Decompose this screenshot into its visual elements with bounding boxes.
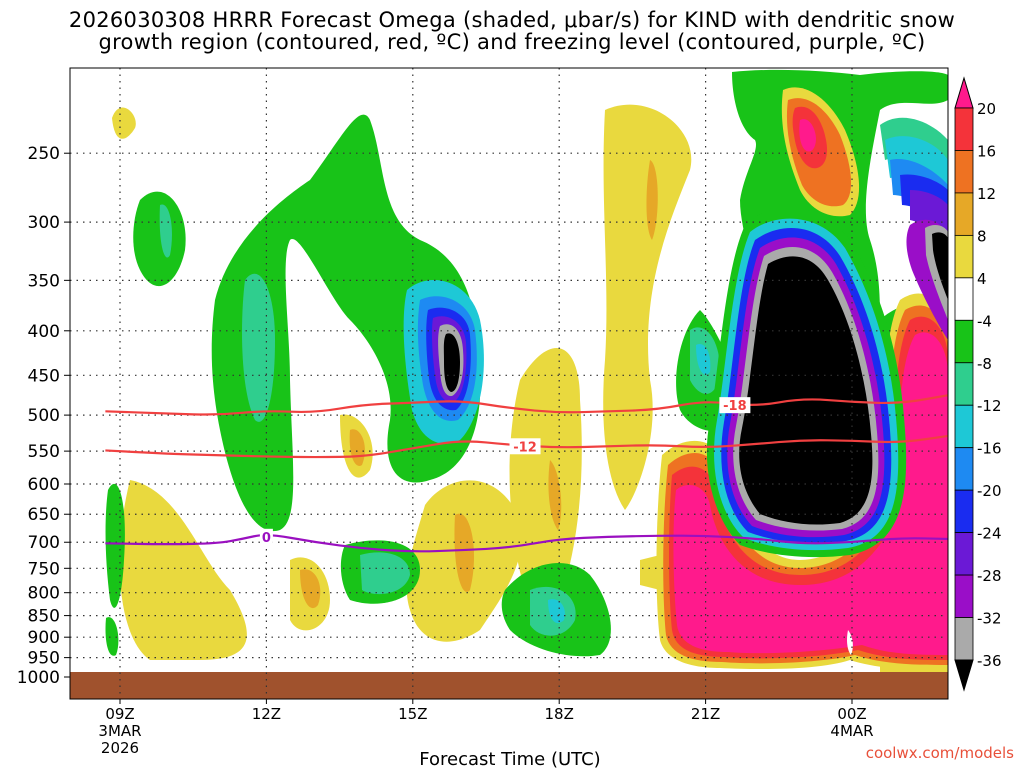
y-tick-label: 700 bbox=[28, 533, 60, 553]
colorbar-segment bbox=[954, 107, 974, 151]
colorbar-label: -36 bbox=[977, 652, 1002, 670]
x-tick-label: 15Z bbox=[398, 705, 427, 723]
x-axis-label: Forecast Time (UTC) bbox=[419, 749, 600, 768]
y-tick-label: 600 bbox=[28, 475, 60, 495]
y-tick-label: 950 bbox=[28, 649, 60, 669]
x-tick-label: 00Z bbox=[837, 705, 866, 723]
y-tick-label: 850 bbox=[28, 607, 60, 627]
colorbar-segment bbox=[954, 574, 974, 618]
colorbar-segment bbox=[954, 532, 974, 576]
y-tick-label: 1000 bbox=[17, 668, 60, 688]
colorbar-segment bbox=[954, 489, 974, 534]
contour-line bbox=[105, 394, 948, 416]
contour-label-bg bbox=[509, 438, 541, 455]
chart-title-line-2: growth region (contoured, red, ºC) and f… bbox=[98, 30, 926, 54]
ground-surface bbox=[70, 672, 948, 699]
colorbar-label: 20 bbox=[977, 100, 996, 118]
y-tick-label: 900 bbox=[28, 628, 60, 648]
x-tick-label: 12Z bbox=[252, 705, 281, 723]
colorbar-segment bbox=[954, 404, 974, 449]
colorbar-label: -24 bbox=[977, 525, 1002, 543]
colorbar-segment bbox=[954, 617, 974, 661]
y-tick-label: 400 bbox=[28, 322, 60, 342]
colorbar-label: -12 bbox=[977, 397, 1002, 415]
x-tick-label: 18Z bbox=[545, 705, 574, 723]
x-tick-label: 3MAR bbox=[98, 722, 141, 740]
colorbar-segment bbox=[954, 362, 974, 406]
colorbar-label: 12 bbox=[977, 185, 996, 203]
colorbar-label: -28 bbox=[977, 567, 1002, 585]
colorbar-segment bbox=[954, 192, 974, 236]
colorbar-segment bbox=[954, 319, 974, 364]
colorbar-cap-bottom bbox=[954, 659, 974, 692]
y-tick-label: 550 bbox=[28, 442, 60, 462]
y-axis: 2503003504004505005506006507007508008509… bbox=[17, 144, 70, 688]
contour-line bbox=[105, 534, 948, 553]
omega-negative-core bbox=[706, 207, 948, 558]
x-tick-label: 21Z bbox=[691, 705, 720, 723]
colorbar-label: -20 bbox=[977, 482, 1002, 500]
y-tick-label: 750 bbox=[28, 559, 60, 579]
colorbar-label: -32 bbox=[977, 610, 1002, 628]
colorbar-label: 8 bbox=[977, 227, 987, 245]
plot-frame bbox=[69, 67, 949, 700]
gridlines bbox=[70, 68, 948, 699]
credit-link[interactable]: coolwx.com/models bbox=[865, 744, 1014, 762]
x-tick-label: 09Z bbox=[105, 705, 134, 723]
y-tick-label: 450 bbox=[28, 366, 60, 386]
colorbar-label: -16 bbox=[977, 440, 1002, 458]
y-tick-label: 500 bbox=[28, 406, 60, 426]
omega-negative-36 bbox=[443, 333, 460, 392]
omega-positive-strong bbox=[656, 293, 948, 670]
contour-label: -18 bbox=[723, 399, 747, 414]
colorbar-label: -8 bbox=[977, 355, 992, 373]
x-tick-label: 4MAR bbox=[830, 722, 873, 740]
contour-label-bg bbox=[259, 528, 273, 545]
omega-shading bbox=[70, 69, 948, 699]
contour-label: 0 bbox=[262, 531, 271, 546]
y-tick-label: 650 bbox=[28, 505, 60, 525]
y-tick-label: 800 bbox=[28, 584, 60, 604]
colorbar-label: -4 bbox=[977, 312, 992, 330]
colorbar-segment bbox=[954, 234, 974, 279]
colorbar-label: 16 bbox=[977, 142, 996, 160]
y-tick-label: 350 bbox=[28, 271, 60, 291]
colorbar-segment bbox=[954, 447, 974, 491]
contour-label: -12 bbox=[513, 440, 537, 455]
colorbar: 20 16 12 8 4 -4 -8 -12 -16 -20 -24 -28 -32 -36 bbox=[954, 76, 1002, 692]
chart-title-line-1: 2026030308 HRRR Forecast Omega (shaded, … bbox=[68, 8, 956, 32]
y-tick-label: 250 bbox=[28, 144, 60, 164]
temperature-contours: -18 -12 0 bbox=[105, 394, 948, 553]
contour-label-bg bbox=[719, 397, 751, 414]
y-tick-label: 300 bbox=[28, 213, 60, 233]
colorbar-segment bbox=[954, 277, 974, 321]
colorbar-segment bbox=[954, 150, 974, 194]
x-tick-label: 2026 bbox=[101, 739, 139, 757]
colorbar-label: 4 bbox=[977, 270, 987, 288]
colorbar-cap-top bbox=[954, 76, 974, 109]
